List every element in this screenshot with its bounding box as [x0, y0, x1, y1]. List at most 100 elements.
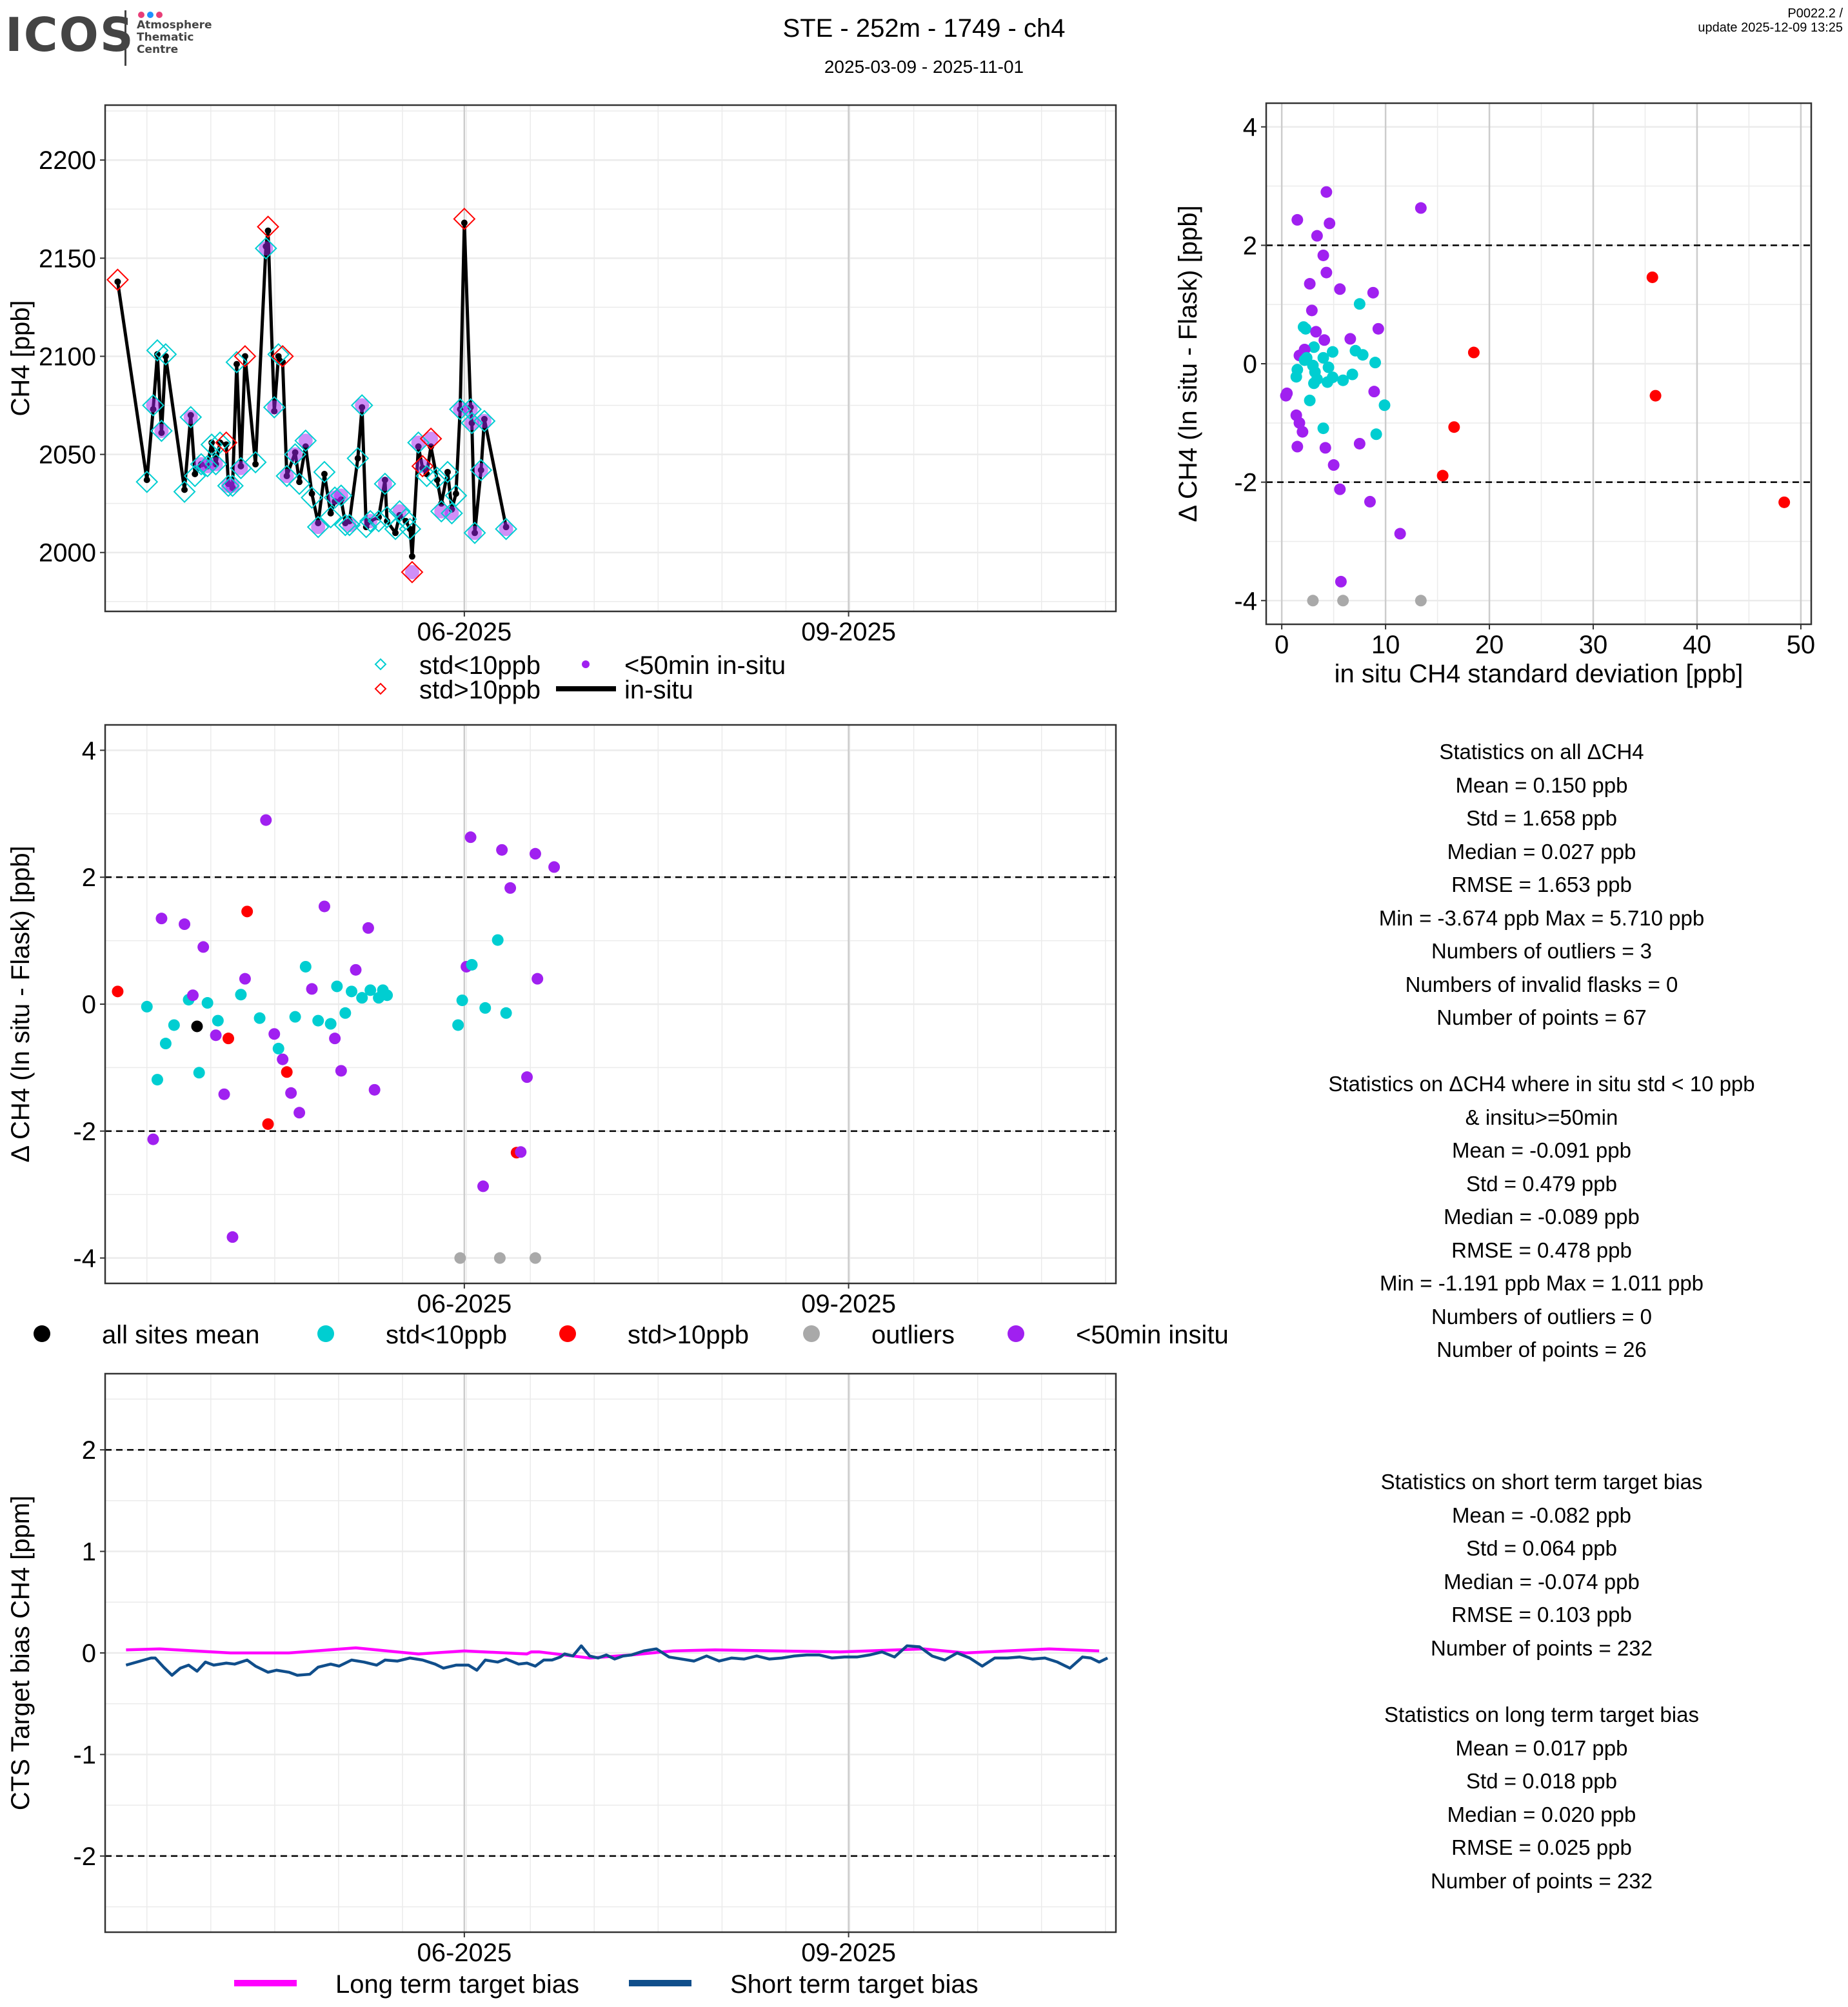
logo-dot-icon: [138, 12, 144, 18]
y-tick-label: -4: [73, 1245, 96, 1273]
data-point: [493, 1252, 506, 1264]
version-code: P0022.2 /: [1787, 6, 1843, 21]
flask-diamond-marker: [394, 508, 417, 531]
flask-diamond-marker: [463, 521, 486, 544]
stats-line: Min = -3.674 ppb Max = 5.710 ppb: [1378, 905, 1705, 930]
legend-label: all sites mean: [102, 1321, 260, 1349]
short-insitu-point: [267, 400, 282, 415]
short-insitu-point: [183, 410, 198, 424]
insitu-point: [444, 468, 451, 475]
flask-diamond-marker: [257, 215, 279, 239]
data-point: [260, 814, 272, 826]
legend-dot-icon: [1008, 1325, 1024, 1342]
logo-subtitle-line: Atmosphere: [137, 19, 212, 32]
data-point: [268, 1028, 281, 1040]
data-point: [1649, 390, 1662, 402]
data-point: [223, 1033, 235, 1045]
short-insitu-point: [355, 398, 370, 413]
data-point: [1346, 368, 1358, 381]
insitu-point: [384, 518, 391, 525]
logo-dot-icon: [147, 12, 154, 18]
insitu-point: [143, 477, 150, 484]
stats-line: Mean = -0.082 ppb: [1452, 1503, 1631, 1527]
stats-line: Std = 0.479 ppb: [1466, 1171, 1617, 1196]
data-point: [500, 1007, 512, 1019]
data-point: [1335, 575, 1347, 588]
data-point: [235, 989, 247, 1001]
flask-diamond-marker: [473, 410, 496, 433]
stats-title: Statistics on long term target bias: [1384, 1703, 1699, 1726]
x-tick-label: 06-2025: [417, 618, 512, 646]
data-point: [281, 1066, 293, 1078]
data-point: [272, 1042, 284, 1054]
short-insitu-point: [473, 462, 488, 477]
flask-diamond-marker: [444, 484, 468, 507]
x-axis-label: in situ CH4 standard deviation [ppb]: [1335, 660, 1744, 688]
delta-legend: all sites mean std<10ppb std>10ppb outliers…: [34, 1321, 1229, 1349]
flask-diamond-marker: [150, 419, 173, 442]
page-title: STE - 252m - 1749 - ch4: [782, 14, 1066, 43]
flask-diamond-marker: [355, 515, 378, 539]
data-point: [262, 1118, 274, 1130]
data-point: [191, 1020, 203, 1033]
short-insitu-point: [392, 504, 407, 519]
flask-diamond-marker: [306, 515, 330, 539]
flask-diamond-marker: [333, 513, 357, 537]
short-insitu-point: [404, 565, 419, 580]
insitu-point: [264, 227, 272, 234]
data-point: [464, 831, 477, 844]
legend-label: std<10ppb: [386, 1321, 507, 1349]
stats-line: Numbers of outliers = 3: [1431, 939, 1653, 963]
x-tick-label: 0: [1275, 631, 1289, 659]
data-point: [456, 994, 468, 1007]
x-tick-label: 50: [1787, 631, 1816, 659]
y-tick-label: 2150: [39, 244, 96, 273]
y-tick-label: 2100: [39, 342, 96, 371]
legend-label: <50min in-situ: [624, 651, 786, 680]
data-point: [1297, 426, 1309, 438]
flask-diamond-marker: [374, 658, 387, 671]
short-insitu-point: [424, 431, 439, 446]
data-point: [1320, 186, 1333, 198]
legend-dot-icon: [582, 660, 590, 668]
data-point: [521, 1071, 533, 1083]
x-tick-label: 09-2025: [801, 1939, 896, 1967]
data-point: [350, 964, 362, 976]
flask-diamond-marker: [495, 517, 518, 540]
data-point: [1448, 421, 1460, 433]
legend-label: std>10ppb: [628, 1321, 749, 1349]
flask-diamond-marker: [200, 433, 223, 456]
stats-line: Number of points = 67: [1436, 1005, 1647, 1029]
data-point: [1372, 322, 1384, 335]
flask-diamond-marker: [221, 474, 244, 497]
legend-label: Short term target bias: [730, 1970, 979, 1999]
short-insitu-point: [342, 518, 357, 533]
data-point: [346, 985, 358, 998]
flask-diamond-marker: [254, 237, 277, 260]
y-tick-label: 0: [82, 1639, 96, 1668]
short-insitu-point: [499, 522, 513, 537]
flask-diamond-marker: [271, 345, 294, 368]
data-point: [1356, 349, 1369, 361]
insitu-point: [233, 361, 240, 368]
stats-line: Std = 0.064 ppb: [1466, 1536, 1617, 1560]
data-point: [218, 1088, 230, 1100]
y-tick-label: 4: [82, 737, 96, 765]
icos-logo: ICOS: [5, 8, 135, 62]
stats-line: RMSE = 1.653 ppb: [1451, 873, 1632, 896]
short-insitu-point: [411, 435, 426, 450]
stats-line: Number of points = 26: [1436, 1338, 1647, 1361]
legend-label: std<10ppb: [419, 651, 541, 680]
flask-diamond-marker: [373, 472, 397, 495]
data-point: [1369, 357, 1381, 369]
flask-diamond-marker: [275, 464, 299, 488]
data-point: [1320, 266, 1333, 279]
legend-dot-icon: [559, 1325, 576, 1342]
flask-diamond-marker: [415, 464, 439, 488]
stats-line: Median = 0.020 ppb: [1447, 1802, 1636, 1826]
logo-subtitle: Atmosphere Thematic Centre: [137, 19, 212, 56]
flask-diamond-marker: [401, 560, 424, 584]
data-point: [532, 973, 544, 985]
flask-diamond-marker: [448, 398, 472, 421]
